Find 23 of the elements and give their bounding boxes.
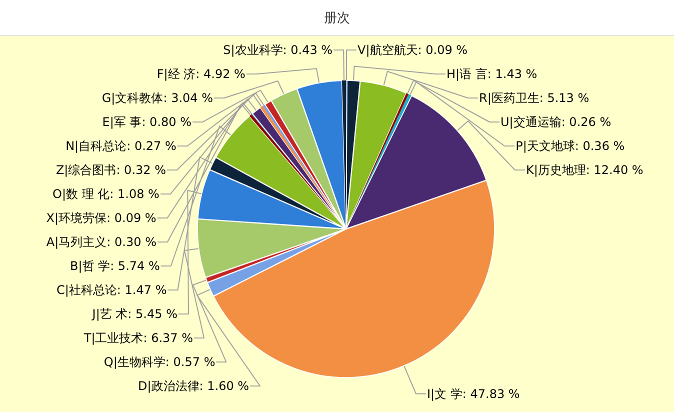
slice-label: E|军 事: 0.80 % [102,115,192,130]
slice-label: R|医药卫生: 5.13 % [478,91,590,106]
slice-label: V|航空航天: 0.09 % [358,43,468,58]
slice-label: T|工业技术: 6.37 % [82,331,194,346]
slice-label: J|艺 术: 5.45 % [91,307,178,322]
slice-label: Q|生物科学: 0.57 % [104,355,216,370]
slice-label: O|数 理 化: 1.08 % [52,187,160,202]
slice-label: S|农业科学: 0.43 % [223,43,333,58]
slice-label: G|文科教体: 3.04 % [102,91,214,106]
slice-label: I|文 学: 47.83 % [426,386,520,401]
slice-label: U|交通运输: 0.26 % [500,115,612,130]
slice-label: H|语 言: 1.43 % [446,67,538,82]
slice-label: X|环境劳保: 0.09 % [46,211,156,226]
slice-label: F|经 济: 4.92 % [156,67,246,82]
slice-label: D|政治法律: 1.60 % [138,379,250,394]
slice-label: N|自科总论: 0.27 % [66,139,176,154]
slice-label: A|马列主义: 0.30 % [46,235,156,250]
slice-label: Z|综合图书: 0.32 % [56,163,166,178]
slice-label: K|历史地理: 12.40 % [526,163,644,178]
slice-label: C|社科总论: 1.47 % [56,283,167,298]
slice-label: B|哲 学: 5.74 % [70,259,160,274]
slice-label: P|天文地球: 0.36 % [516,139,625,154]
chart-title: 册次 [0,0,674,36]
